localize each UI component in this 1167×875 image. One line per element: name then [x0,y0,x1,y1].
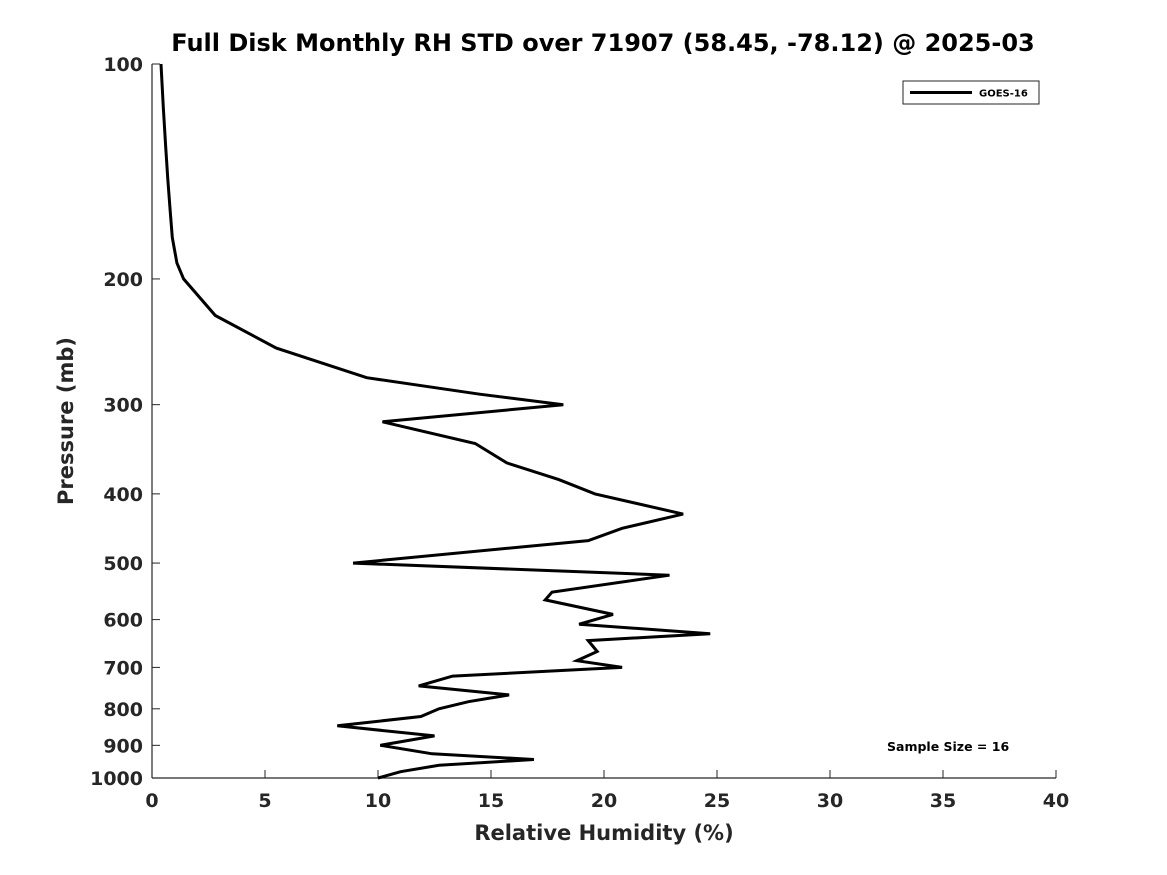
y-tick-label: 700 [103,657,143,679]
x-tick-label: 25 [704,790,730,812]
x-ticks: 0 5 10 15 20 25 30 35 40 [145,770,1069,812]
y-tick-label: 600 [103,610,143,632]
y-tick-label: 400 [103,484,143,506]
sample-size-annotation: Sample Size = 16 [887,739,1009,754]
x-tick-label: 15 [478,790,504,812]
legend: GOES-16 [902,80,1040,105]
x-tick-label: 5 [258,790,271,812]
y-axis-label: Pressure (mb) [54,337,78,505]
x-tick-label: 10 [365,790,391,812]
y-tick-label: 500 [103,553,143,575]
series-line-goes-16 [159,63,711,780]
x-axis-label: Relative Humidity (%) [474,821,733,845]
x-tick-label: 20 [591,790,617,812]
y-tick-label: 300 [103,395,143,417]
x-tick-label: 30 [817,790,843,812]
y-tick-label: 100 [103,54,143,76]
x-tick-label: 35 [930,790,956,812]
chart-title: Full Disk Monthly RH STD over 71907 (58.… [171,29,1034,57]
y-ticks: 100 200 300 400 500 600 700 800 900 1000 [90,54,160,790]
y-tick-label: 1000 [90,768,143,790]
y-tick-label: 200 [103,269,143,291]
y-tick-label: 800 [103,699,143,721]
x-tick-label: 0 [145,790,158,812]
y-tick-label: 900 [103,735,143,757]
x-tick-label: 40 [1043,790,1069,812]
legend-label-goes-16: GOES-16 [979,89,1028,100]
series-layer [159,63,711,780]
